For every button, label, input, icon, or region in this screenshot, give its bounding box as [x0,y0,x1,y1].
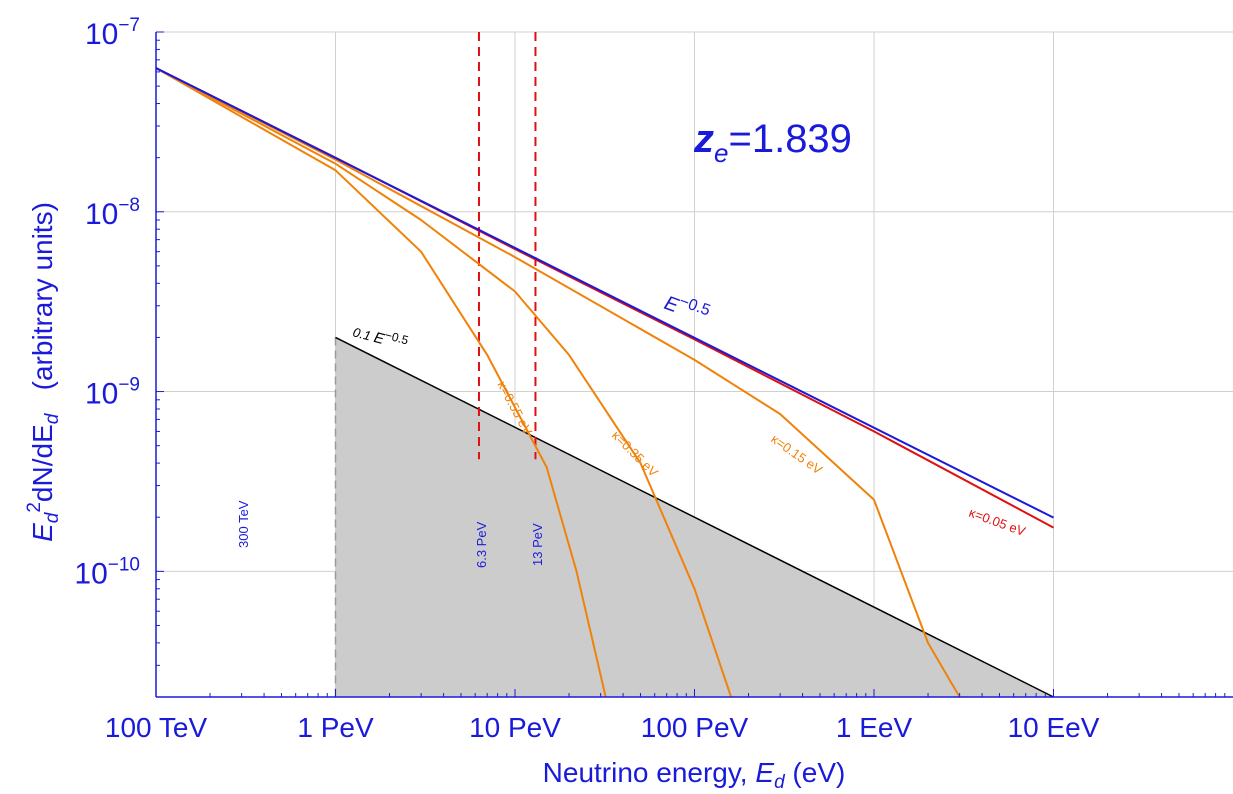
floor-line [335,336,1054,698]
y-tick-exponent: −10 [108,554,140,575]
y-tick-base: 10 [74,557,107,590]
y-tick-exponent: −7 [118,15,140,36]
y-tick-base: 10 [85,18,118,51]
y-tick-label: 10−8 [85,195,140,231]
x-tick-label: 100 PeV [641,712,749,743]
series-line-3 [155,67,607,698]
x-tick-label: 1 PeV [297,712,374,743]
y-tick-label: 10−7 [85,15,140,51]
series-line-1 [155,67,961,698]
y-tick-label: 10−10 [74,554,140,590]
floor-line-label: 0.1 E−0.5 [351,320,410,355]
y-tick-base: 10 [85,198,118,231]
y-tick-exponent: −8 [118,195,140,216]
power-law-label: E−0.5 [661,288,712,328]
threshold-lines [477,32,537,460]
y-tick-exponent: −9 [118,375,140,396]
series-label-k015: κ=0.15 eV [768,431,825,477]
x-tick-label: 100 TeV [105,712,208,743]
x-tick-label: 1 EeV [836,712,913,743]
x-tick-label: 10 EeV [1008,712,1100,743]
series-line-2 [155,67,733,698]
tick-labels: 100 TeV 1 PeV 10 PeV 100 PeV 1 EeV 10 EeV10−7… [74,15,1099,743]
y-tick-label: 10−9 [85,375,140,411]
y-axis-label: Ed2dN/dEd (arbitrary units) [24,202,63,542]
redshift-label: ze=1.839 [693,117,852,168]
y-tick-base: 10 [85,378,118,411]
threshold-label-6-3pev: 6.3 PeV [474,521,489,568]
axes [155,31,1233,698]
series-label-k035: κ=0.35 eV [609,428,661,480]
x-axis-label: Neutrino energy, Ed (eV) [543,757,846,793]
x-tick-label: 10 PeV [469,712,561,743]
threshold-label-13pev: 13 PeV [530,523,545,566]
threshold-label-300tev: 300 TeV [236,500,251,548]
power-law-line [155,67,1054,519]
